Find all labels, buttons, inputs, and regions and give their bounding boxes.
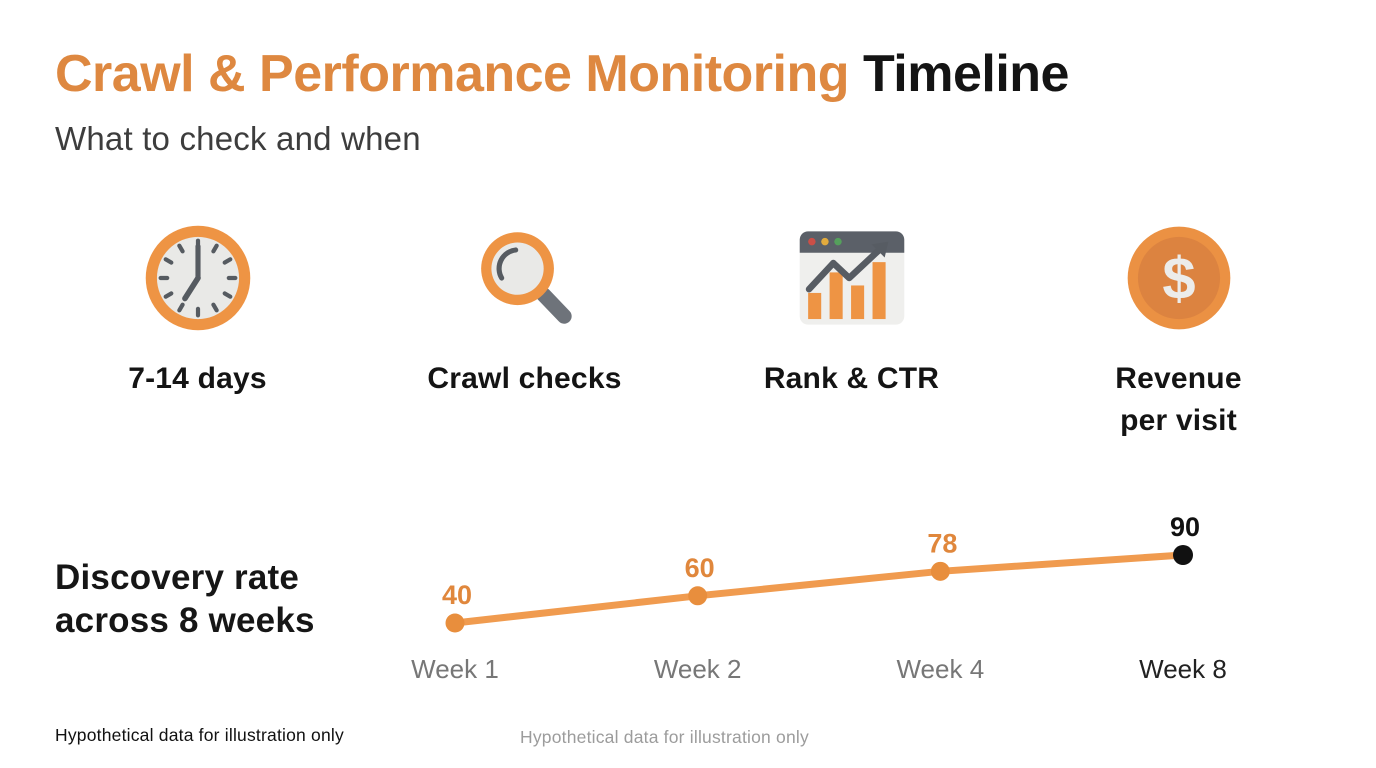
discovery-chart: 40 Week 1 60 Week 2 78 Week 4 90 Week 8 xyxy=(411,512,1227,684)
stage-timing: 7-14 days xyxy=(34,222,361,442)
stage-crawl-checks-label: Crawl checks xyxy=(427,362,622,395)
page-title: Crawl & Performance Monitoring Timeline xyxy=(55,44,1069,104)
stage-revenue: $ Revenue per visit xyxy=(1015,222,1342,442)
chart-tick-label: Week 4 xyxy=(896,654,984,684)
magnifier-icon xyxy=(480,232,572,324)
chart-point xyxy=(688,586,708,606)
chart-tick-label: Week 8 xyxy=(1139,654,1227,684)
chart-value-label: 40 xyxy=(442,580,472,610)
page-title-accent: Crawl & Performance Monitoring xyxy=(55,45,863,103)
chart-tick-label: Week 1 xyxy=(411,654,499,684)
page-subtitle: What to check and when xyxy=(55,120,421,157)
chart-value-label: 78 xyxy=(927,528,957,558)
stage-crawl-checks: Crawl checks xyxy=(361,222,688,442)
chart-point xyxy=(1173,545,1194,565)
clock-icon xyxy=(145,225,250,331)
page-title-rest: Timeline xyxy=(862,45,1070,103)
svg-text:$: $ xyxy=(1162,245,1195,312)
chart-tick-label: Week 2 xyxy=(654,654,742,684)
chart-value-label: 90 xyxy=(1170,512,1200,542)
chart-point xyxy=(445,613,465,633)
footnote-center: Hypothetical data for illustration only xyxy=(520,727,809,747)
stage-revenue-label: Revenue per visit xyxy=(1115,362,1242,437)
browser-chart-icon xyxy=(799,231,904,325)
stage-rank-ctr: Rank & CTR xyxy=(688,222,1015,442)
dollar-coin-icon: $ xyxy=(1127,226,1230,330)
chart-line xyxy=(451,551,1187,627)
stage-timing-label: 7-14 days xyxy=(128,362,267,395)
chart-value-label: 60 xyxy=(685,553,715,583)
stage-rank-ctr-label: Rank & CTR xyxy=(763,362,940,395)
stage-row: 7-14 days Crawl checks Rank & C xyxy=(34,222,1342,442)
footnote-left: Hypothetical data for illustration only xyxy=(55,725,344,745)
chart-title: Discovery rate across 8 weeks xyxy=(55,558,315,641)
chart-point xyxy=(930,561,950,581)
